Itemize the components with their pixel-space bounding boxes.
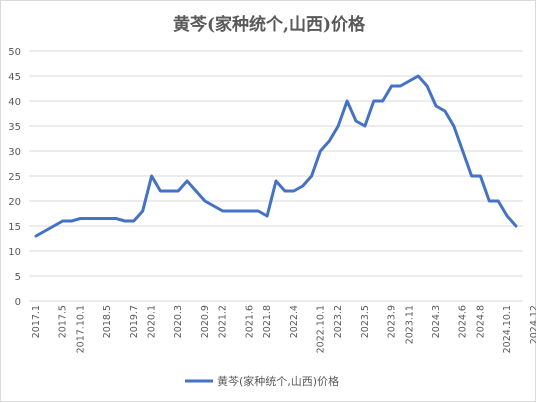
y-tick-label: 35 [8,122,21,133]
x-tick-label: 2024.3 [431,305,442,338]
y-tick-label: 50 [8,47,21,58]
y-tick-label: 15 [8,222,21,233]
y-tick-label: 0 [15,297,21,308]
y-tick-label: 30 [8,147,21,158]
legend-label: 黄芩(家种统个,山西)价格 [217,374,339,388]
y-tick-label: 25 [8,172,21,183]
x-tick-label: 2019.7 [129,305,140,338]
y-tick-label: 45 [8,72,21,83]
x-tick-label: 2017.5 [58,305,69,338]
x-tick-label: 2023.5 [360,305,371,338]
y-axis-ticks: 0 5 10 15 20 25 30 35 40 45 50 [8,47,21,308]
x-tick-label: 2021.8 [262,305,273,338]
x-tick-label: 2024.12 [529,305,536,344]
x-tick-label: 2021.6 [244,305,255,338]
y-tick-label: 20 [8,197,21,208]
legend: 黄芩(家种统个,山西)价格 [185,374,339,388]
x-tick-label: 2023.2 [333,305,344,338]
x-axis-ticks: 2017.1 2017.5 2017.10.1 2018.5 2019.7 2020.1 2… [31,305,536,353]
x-tick-label: 2024.10.1 [502,305,513,353]
x-tick-label: 2023.9 [387,305,398,338]
x-tick-label: 2022.4 [289,305,300,338]
x-tick-label: 2021.2 [218,305,229,338]
chart-title: 黄芩(家种统个,山西)价格 [173,14,366,35]
series-line-huangqin [34,74,518,238]
y-tick-label: 5 [15,272,21,283]
x-tick-label: 2024.6 [458,305,469,338]
x-tick-label: 2020.1 [147,305,158,338]
x-tick-label: 2022.10.1 [315,305,326,353]
x-tick-label: 2024.8 [475,305,486,338]
x-tick-label: 2017.1 [31,305,42,338]
y-tick-label: 10 [8,247,21,258]
x-tick-label: 2023.11 [404,305,415,344]
x-tick-label: 2020.3 [173,305,184,338]
gridlines [29,50,523,302]
y-tick-label: 40 [8,97,21,108]
x-tick-label: 2020.9 [200,305,211,338]
x-tick-label: 2017.10.1 [75,305,86,353]
x-tick-label: 2018.5 [102,305,113,338]
